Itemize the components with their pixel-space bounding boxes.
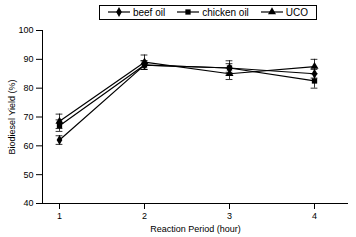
svg-text:3: 3 [227,211,232,221]
html-text:UCO: UCO [285,6,309,18]
svg-text:Reaction Period (hour): Reaction Period (hour) [150,224,241,234]
svg-text:80: 80 [23,83,33,93]
svg-text:2: 2 [142,211,147,221]
html-text:beef oil: beef oil [132,6,166,18]
svg-text:40: 40 [23,198,33,208]
svg-text:50: 50 [23,170,33,180]
svg-text:4: 4 [312,211,317,221]
svg-text:100: 100 [18,25,33,35]
svg-text:90: 90 [23,54,33,64]
svg-text:70: 70 [23,112,33,122]
svg-text:Biodiesel Yield (%): Biodiesel Yield (%) [7,79,17,154]
svg-text:60: 60 [23,141,33,151]
svg-text:1: 1 [57,211,62,221]
html-text:chicken oil: chicken oil [202,6,249,18]
